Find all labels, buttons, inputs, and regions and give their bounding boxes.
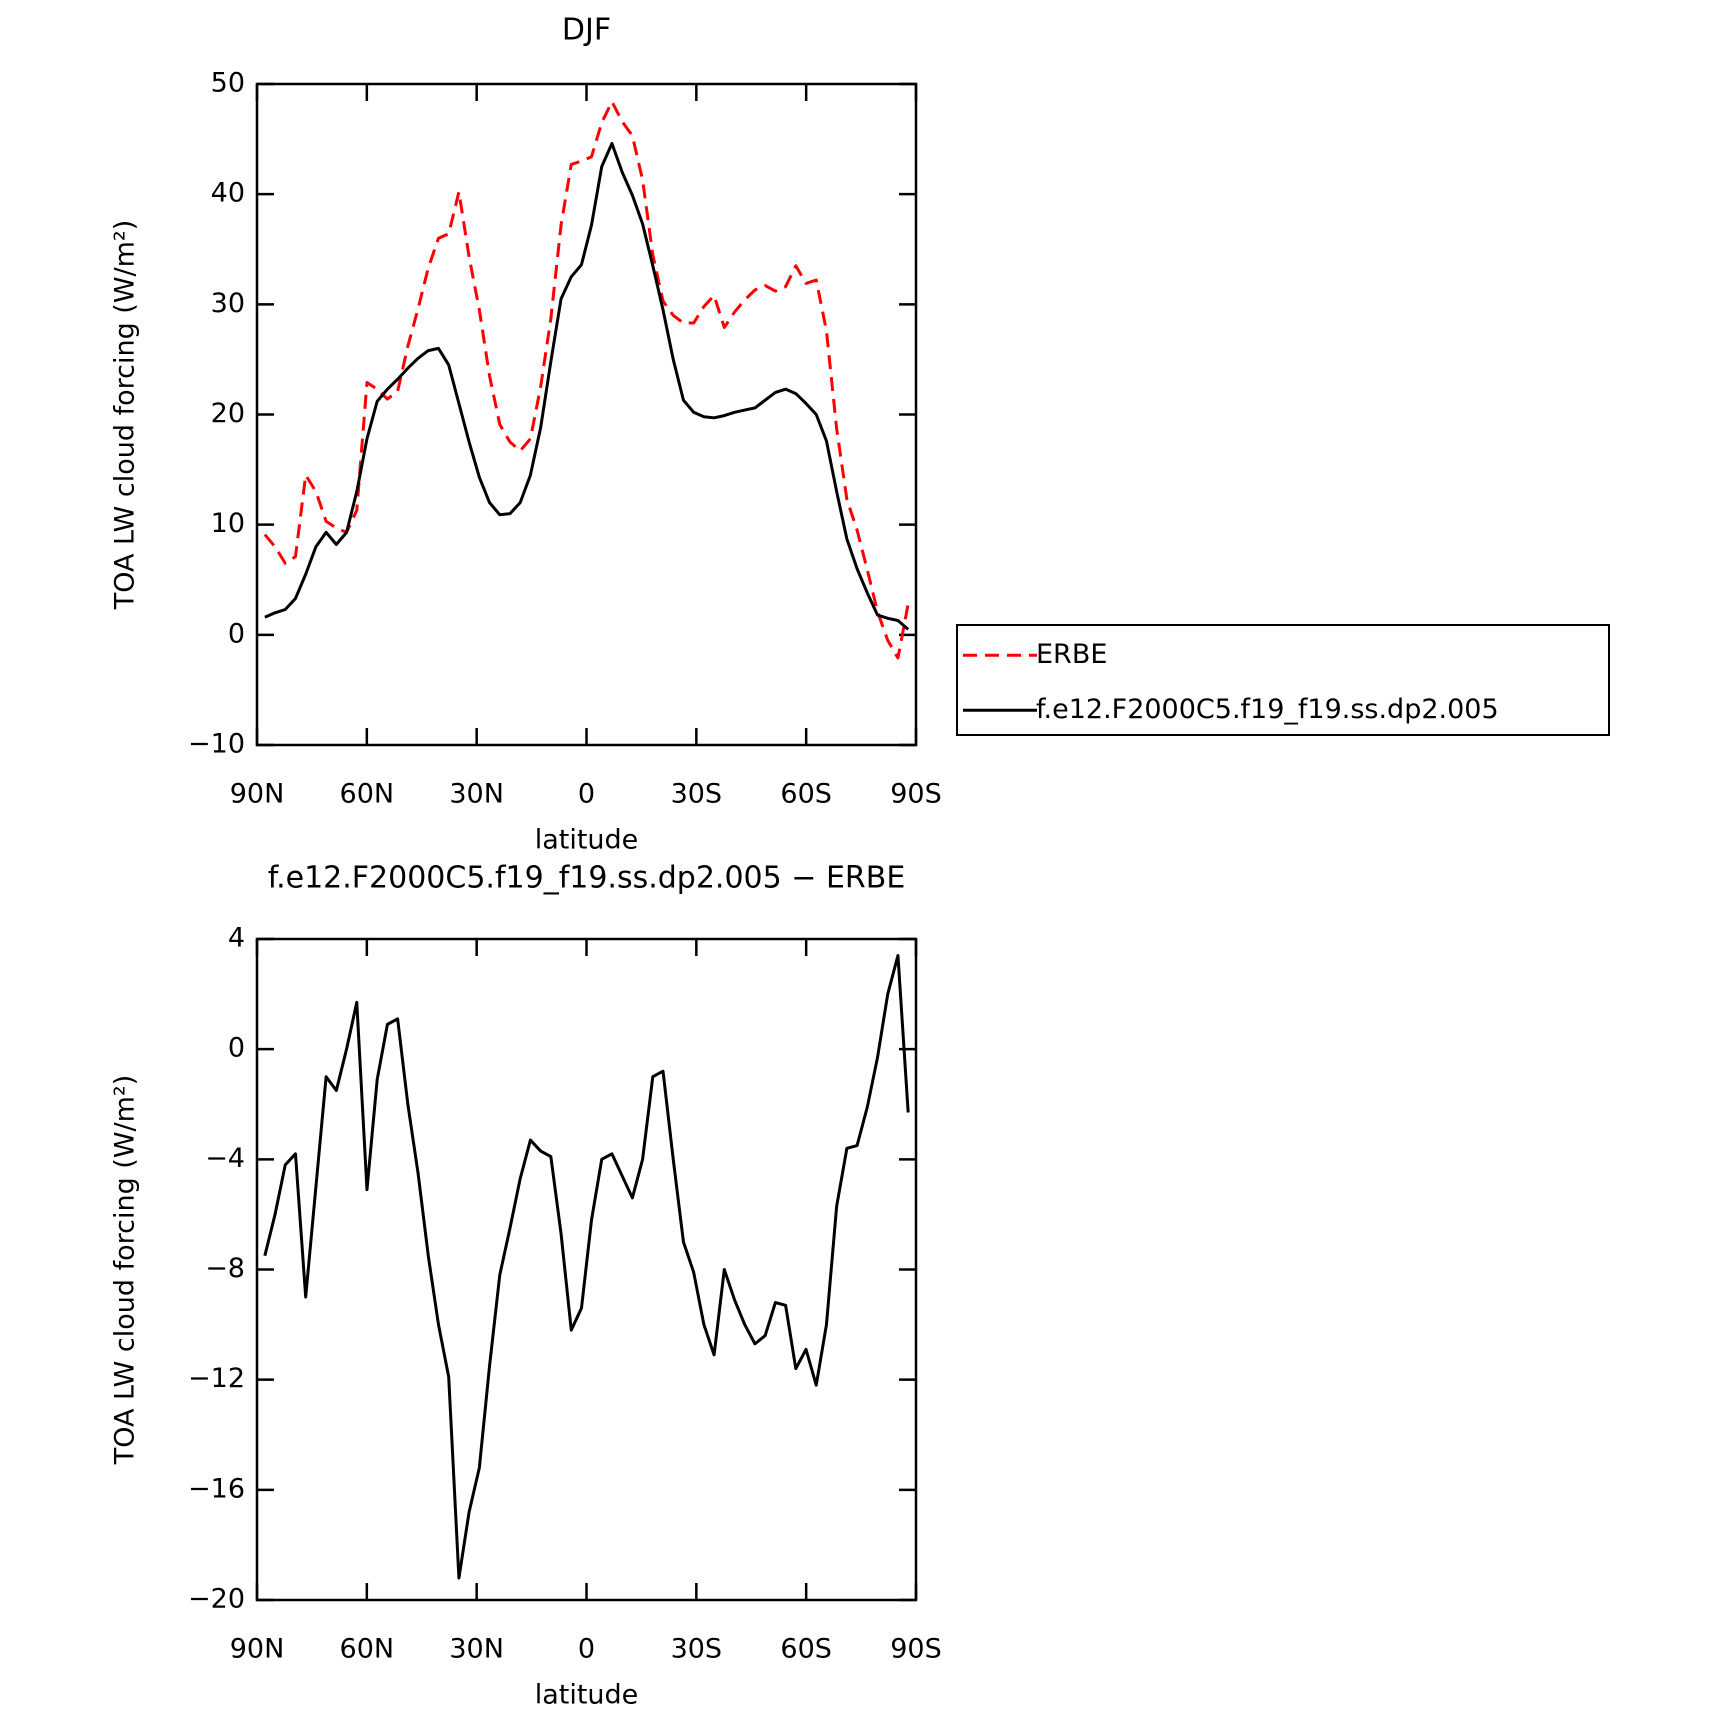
x-tick-label: 90S [890,779,942,810]
x-tick-label: 30N [449,1634,504,1665]
y-axis-label: TOA LW cloud forcing (W/m²) [110,220,141,611]
x-tick-label: 90S [890,1634,942,1665]
data-line [263,954,910,1580]
chart-title: DJF [562,13,611,48]
x-tick-label: 90N [230,1634,285,1665]
y-tick-label: 4 [228,923,245,954]
chart-title: f.e12.F2000C5.f19_f19.ss.dp2.005 − ERBE [268,861,906,896]
y-tick-label: 20 [211,398,245,429]
x-axis-label: latitude [535,1680,639,1711]
legend-label: f.e12.F2000C5.f19_f19.ss.dp2.005 [1036,694,1499,725]
y-tick-label: 50 [211,68,245,99]
y-tick-label: 40 [211,178,245,209]
x-tick-label: 60N [340,1634,395,1665]
y-tick-label: −16 [188,1473,245,1504]
data-line [263,100,910,660]
x-tick-label: 0 [578,779,595,810]
x-tick-label: 30N [449,779,504,810]
x-tick-label: 0 [578,1634,595,1665]
x-tick-label: 30S [671,1634,723,1665]
y-tick-label: −12 [188,1363,245,1394]
x-tick-label: 60N [340,779,395,810]
plot-frame [255,937,918,1602]
plot-frame [255,82,918,747]
legend-box [956,624,1610,736]
x-axis-label: latitude [535,825,639,856]
y-tick-label: 0 [228,618,245,649]
data-line [264,141,910,631]
y-tick-label: 0 [228,1033,245,1064]
x-tick-label: 60S [780,779,832,810]
x-tick-label: 60S [780,1634,832,1665]
y-tick-label: 10 [211,508,245,539]
y-tick-label: −10 [188,729,245,760]
x-tick-label: 30S [671,779,723,810]
x-tick-label: 90N [230,779,285,810]
y-tick-label: −4 [205,1143,245,1174]
y-tick-label: 30 [211,288,245,319]
y-tick-label: −8 [205,1253,245,1284]
y-axis-label: TOA LW cloud forcing (W/m²) [110,1075,141,1466]
y-tick-label: −20 [188,1584,245,1615]
legend-label: ERBE [1036,639,1107,670]
